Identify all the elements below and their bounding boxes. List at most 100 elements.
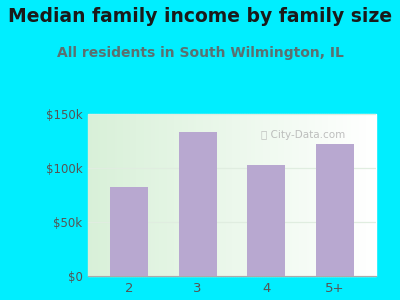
Bar <box>215 114 217 276</box>
Bar <box>151 114 153 276</box>
Bar <box>290 114 292 276</box>
Bar <box>314 114 316 276</box>
Bar <box>249 114 251 276</box>
Bar <box>205 114 207 276</box>
Bar <box>349 114 351 276</box>
Bar <box>276 114 278 276</box>
Bar <box>146 114 148 276</box>
Bar <box>163 114 165 276</box>
Bar <box>368 114 370 276</box>
Bar <box>140 114 142 276</box>
Bar <box>119 114 121 276</box>
Bar <box>226 114 228 276</box>
Bar <box>236 114 238 276</box>
Bar <box>263 114 265 276</box>
Bar <box>248 165 285 276</box>
Bar <box>261 114 263 276</box>
Bar <box>311 114 313 276</box>
Bar <box>190 114 192 276</box>
Bar <box>88 114 90 276</box>
Bar <box>359 114 361 276</box>
Bar <box>309 114 311 276</box>
Bar <box>316 144 354 276</box>
Bar <box>105 114 107 276</box>
Bar <box>372 114 374 276</box>
Bar <box>100 114 102 276</box>
Bar <box>238 114 240 276</box>
Bar <box>130 114 132 276</box>
Bar <box>255 114 257 276</box>
Bar <box>213 114 215 276</box>
Bar <box>150 114 151 276</box>
Bar <box>334 114 336 276</box>
Bar <box>153 114 155 276</box>
Bar <box>176 114 178 276</box>
Bar <box>292 114 294 276</box>
Bar <box>265 114 266 276</box>
Bar <box>295 114 297 276</box>
Bar <box>307 114 309 276</box>
Bar <box>357 114 359 276</box>
Bar <box>199 114 201 276</box>
Bar <box>316 114 318 276</box>
Bar <box>340 114 342 276</box>
Bar <box>299 114 301 276</box>
Bar <box>128 114 130 276</box>
Bar <box>220 114 222 276</box>
Bar <box>374 114 376 276</box>
Bar <box>338 114 340 276</box>
Bar <box>266 114 268 276</box>
Bar <box>272 114 274 276</box>
Text: ⓘ City-Data.com: ⓘ City-Data.com <box>261 130 345 140</box>
Bar <box>179 132 216 276</box>
Bar <box>174 114 176 276</box>
Bar <box>286 114 288 276</box>
Bar <box>297 114 299 276</box>
Bar <box>240 114 242 276</box>
Bar <box>144 114 146 276</box>
Bar <box>332 114 334 276</box>
Bar <box>284 114 286 276</box>
Bar <box>161 114 163 276</box>
Text: All residents in South Wilmington, IL: All residents in South Wilmington, IL <box>56 46 344 61</box>
Bar <box>98 114 100 276</box>
Bar <box>186 114 188 276</box>
Bar <box>134 114 136 276</box>
Bar <box>320 114 322 276</box>
Bar <box>318 114 320 276</box>
Bar <box>282 114 284 276</box>
Bar <box>126 114 128 276</box>
Bar <box>180 114 182 276</box>
Bar <box>217 114 218 276</box>
Bar <box>196 114 198 276</box>
Bar <box>366 114 368 276</box>
Bar <box>184 114 186 276</box>
Bar <box>303 114 305 276</box>
Bar <box>109 114 111 276</box>
Bar <box>167 114 169 276</box>
Bar <box>111 114 113 276</box>
Bar <box>247 114 249 276</box>
Bar <box>274 114 276 276</box>
Bar <box>342 114 343 276</box>
Bar <box>194 114 196 276</box>
Bar <box>353 114 355 276</box>
Bar <box>209 114 211 276</box>
Bar <box>107 114 109 276</box>
Bar <box>172 114 174 276</box>
Bar <box>165 114 167 276</box>
Bar <box>201 114 203 276</box>
Bar <box>370 114 372 276</box>
Bar <box>124 114 126 276</box>
Bar <box>244 114 246 276</box>
Bar <box>224 114 226 276</box>
Bar <box>347 114 349 276</box>
Bar <box>169 114 170 276</box>
Bar <box>328 114 330 276</box>
Bar <box>345 114 347 276</box>
Bar <box>362 114 364 276</box>
Bar <box>178 114 180 276</box>
Bar <box>270 114 272 276</box>
Bar <box>228 114 230 276</box>
Bar <box>113 114 115 276</box>
